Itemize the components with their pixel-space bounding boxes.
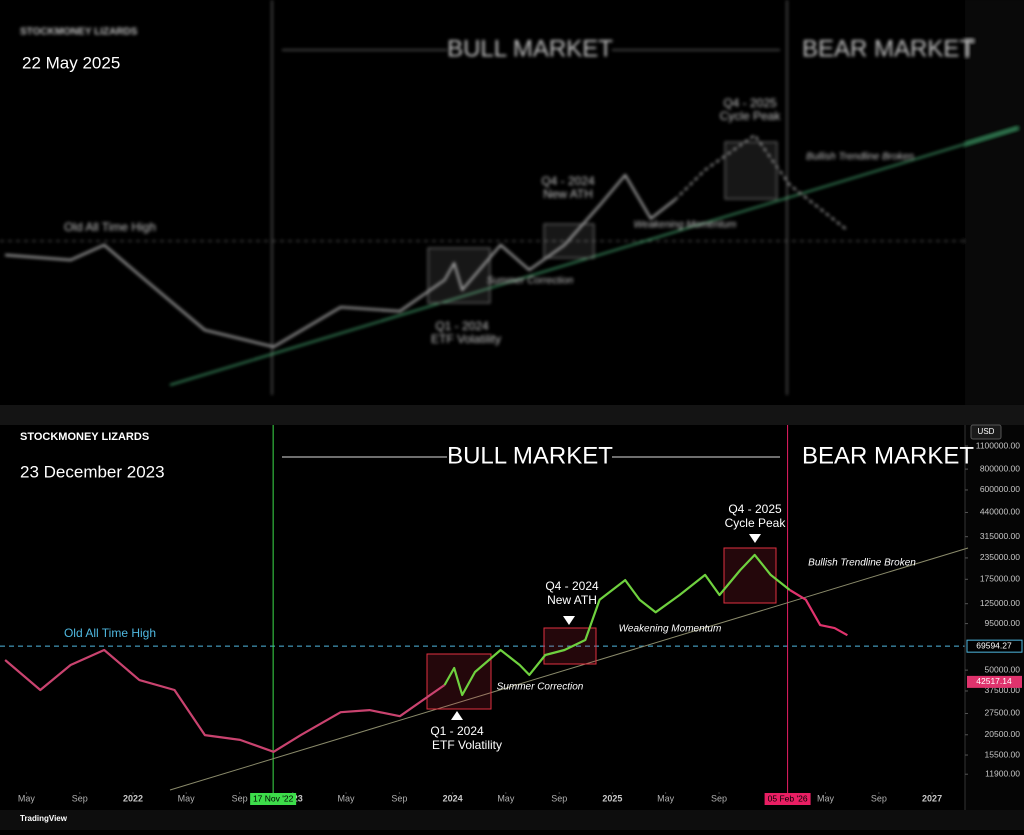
annotation: Old All Time High: [64, 626, 156, 640]
bull-label: BULL MARKET: [447, 442, 613, 469]
bear-label: BEAR MARKET: [802, 35, 974, 62]
price-line: [4, 648, 446, 753]
bear-label: BEAR MARKET: [802, 442, 974, 469]
annotation: Q1 - 2024: [430, 724, 484, 738]
snapshot-date: 23 December 2023: [20, 462, 165, 481]
currency[interactable]: USD: [978, 427, 995, 436]
y-tick-label: 440000.00: [980, 507, 1020, 517]
x-tick-label: Sep: [711, 793, 727, 803]
annotation: ETF Volatility: [432, 738, 502, 752]
y-tick-label: 95000.00: [985, 618, 1021, 628]
y-tick-label: 175000.00: [980, 574, 1020, 584]
y-tick-label: 235000.00: [980, 552, 1020, 562]
x-tick-label: 2027: [922, 793, 942, 803]
annotation: Q1 - 2024: [435, 319, 489, 333]
last-price-box: [967, 675, 1022, 688]
marker-flag: [250, 793, 297, 805]
separator-bar: [0, 405, 1024, 425]
price-line: [443, 553, 791, 697]
x-tick-label: May: [18, 793, 36, 803]
annotation: New ATH: [547, 593, 597, 607]
box: [724, 141, 778, 200]
footer-logo[interactable]: TradingView: [20, 814, 68, 823]
y-tick-label: 11900.00: [985, 768, 1020, 778]
annotation: Summer Correction: [497, 682, 584, 693]
price-label-box: [966, 639, 1023, 653]
x-tick-label: May: [657, 793, 675, 803]
x-tick-label: May: [178, 793, 196, 803]
x-tick-label: Sep: [232, 793, 248, 803]
y-tick-label: 50000.00: [985, 664, 1021, 674]
annotation: Weakening Momentum: [634, 220, 737, 231]
y-tick-label: 27500.00: [985, 708, 1021, 718]
y-tick-label: 15500.00: [985, 749, 1021, 759]
price-line: [789, 589, 848, 637]
y-tick-label: 315000.00: [980, 531, 1020, 541]
y-tick-label: 125000.00: [980, 598, 1020, 608]
x-tick-label: 2022: [123, 793, 143, 803]
price-label: 69594.27: [976, 640, 1012, 650]
snapshot-date: 22 May 2025: [22, 53, 120, 72]
brand: STOCKMONEY LIZARDS: [20, 27, 138, 38]
x-tick-label: 2025: [602, 793, 622, 803]
trendline: [169, 547, 969, 791]
annotation: Q4 - 2024: [541, 174, 595, 188]
blurred-panel: STOCKMONEY LIZARDS BULL MARKET BEAR MARK…: [0, 0, 1024, 405]
footer-bar: [0, 810, 1024, 830]
marker-label: 17 Nov '22: [253, 793, 294, 803]
chart-panel: STOCKMONEY LIZARDS 23 December 2023 USD …: [0, 424, 1024, 810]
annotation: Cycle Peak: [720, 109, 782, 123]
y-tick-label: 20500.00: [985, 729, 1021, 739]
x-tick-label: May: [817, 793, 835, 803]
price-line: [5, 174, 676, 348]
x-tick-label: 2024: [443, 793, 463, 803]
price-line: [674, 134, 849, 232]
brand: STOCKMONEY LIZARDS: [20, 431, 149, 443]
annotation: Cycle Peak: [725, 516, 787, 530]
annotation: Bullish Trendline Broken: [806, 152, 914, 163]
arrow: [563, 616, 575, 625]
x-tick-label: Sep: [72, 793, 88, 803]
currency-box[interactable]: [970, 424, 1002, 440]
annotation: Old All Time High: [64, 220, 156, 234]
x-tick-label: May: [497, 793, 515, 803]
arrow: [749, 534, 761, 543]
x-tick-label: Sep: [391, 793, 407, 803]
annotation: Summer Correction: [487, 276, 574, 287]
annotation: New ATH: [543, 187, 593, 201]
annotation: Q4 - 2025: [723, 96, 777, 110]
annotation: Q4 - 2025: [728, 502, 782, 516]
y-tick-label: 600000.00: [980, 484, 1020, 494]
y-tick-label: 1100000.00: [976, 440, 1021, 450]
x-tick-label: Sep: [551, 793, 567, 803]
price-axis: [965, 0, 1024, 405]
price-axis: [965, 425, 1024, 810]
x-tick-label: May: [338, 793, 356, 803]
y-tick-label: 37500.00: [985, 685, 1021, 695]
marker-flag: [764, 793, 811, 805]
marker-label: 05 Feb '26: [768, 793, 808, 803]
last-price-label: 42517.14: [976, 676, 1012, 686]
arrow: [451, 711, 463, 720]
annotation: ETF Volatility: [431, 332, 501, 346]
annotation: Q4 - 2024: [545, 579, 599, 593]
box: [723, 547, 777, 604]
x-tick-label: Sep: [871, 793, 887, 803]
annotation: Weakening Momentum: [619, 624, 722, 635]
bull-label: BULL MARKET: [447, 35, 613, 62]
annotation: Bullish Trendline Broken: [808, 558, 916, 569]
y-tick-label: 800000.00: [980, 463, 1020, 473]
